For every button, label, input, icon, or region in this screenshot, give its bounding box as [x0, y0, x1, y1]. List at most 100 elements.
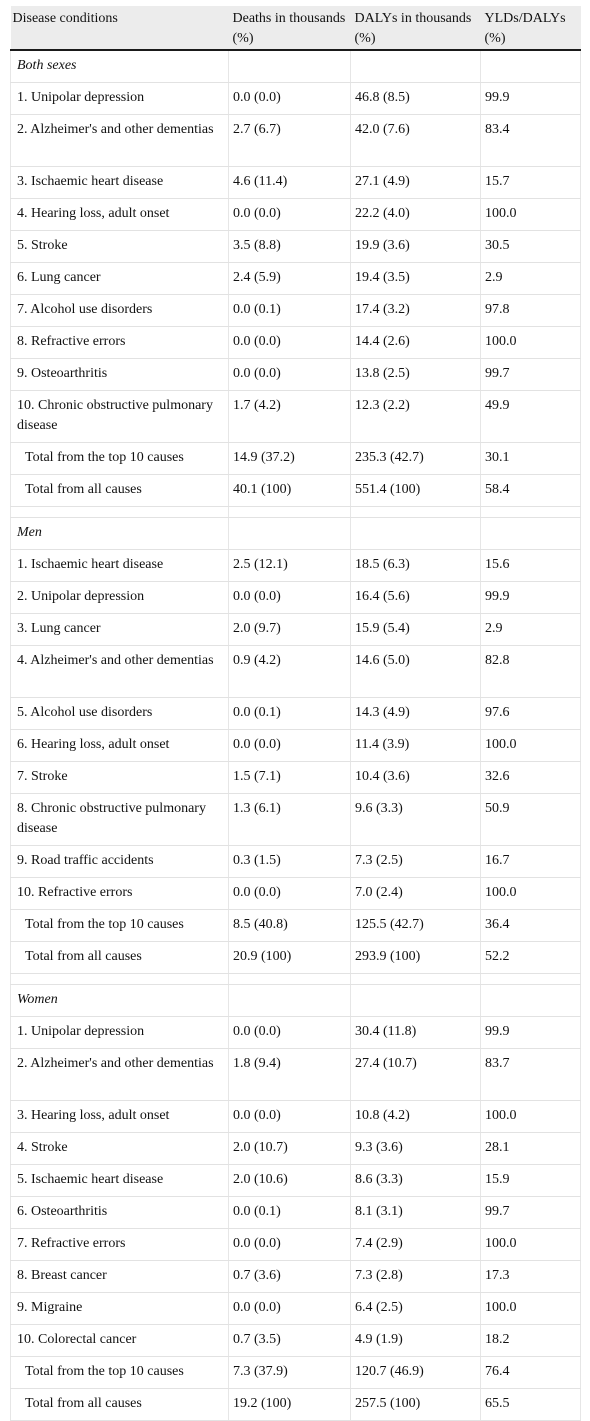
table-row: 8. Chronic obstructive pulmonary disease…	[10, 793, 581, 846]
table-row: 1. Unipolar depression 0.0 (0.0) 30.4 (11.…	[10, 1016, 581, 1049]
cell-deaths: 7.3 (37.9)	[228, 1356, 351, 1389]
cell-ylds-dalys: 50.9	[480, 793, 581, 846]
table-row: 8. Breast cancer 0.7 (3.6) 7.3 (2.8) 17.3	[10, 1260, 581, 1293]
cell-ylds-dalys: 97.8	[480, 294, 581, 327]
table-row: 9. Road traffic accidents 0.3 (1.5) 7.3 (2…	[10, 845, 581, 878]
table-row: 4. Hearing loss, adult onset 0.0 (0.0) 22.…	[10, 198, 581, 231]
cell-disease: 3. Ischaemic heart disease	[10, 166, 229, 199]
header-deaths: Deaths in thousands (%)	[228, 6, 351, 51]
table-row: 6. Osteoarthritis 0.0 (0.1) 8.1 (3.1) 99.7	[10, 1196, 581, 1229]
table-row: 8. Refractive errors 0.0 (0.0) 14.4 (2.6) 1…	[10, 326, 581, 359]
header-dalys: DALYs in thousands (%)	[350, 6, 481, 51]
cell-deaths: 4.6 (11.4)	[228, 166, 351, 199]
table-row: 2. Unipolar depression 0.0 (0.0) 16.4 (5.6…	[10, 581, 581, 614]
cell-ylds-dalys: 99.7	[480, 358, 581, 391]
total-row: Total from the top 10 causes 8.5 (40.8) 12…	[10, 909, 581, 942]
cell-deaths: 2.7 (6.7)	[228, 114, 351, 167]
cell-disease: 2. Alzheimer's and other dementias	[10, 114, 229, 167]
table-row: 5. Alcohol use disorders 0.0 (0.1) 14.3 (4…	[10, 697, 581, 730]
cell-ylds-dalys: 36.4	[480, 909, 581, 942]
cell-ylds-dalys: 15.6	[480, 549, 581, 582]
spacer-cell	[228, 973, 351, 985]
cell-disease: 8. Chronic obstructive pulmonary disease	[10, 793, 229, 846]
cell-disease: Total from the top 10 causes	[10, 909, 229, 942]
cell-dalys: 27.1 (4.9)	[350, 166, 481, 199]
cell-deaths: 0.9 (4.2)	[228, 645, 351, 698]
cell-disease: Total from the top 10 causes	[10, 1356, 229, 1389]
cell-deaths: 1.3 (6.1)	[228, 793, 351, 846]
cell-disease: 9. Road traffic accidents	[10, 845, 229, 878]
table-row: 10. Refractive errors 0.0 (0.0) 7.0 (2.4) 1…	[10, 877, 581, 910]
spacer-cell	[480, 506, 581, 518]
cell-deaths: 0.3 (1.5)	[228, 845, 351, 878]
cell-deaths: 0.0 (0.0)	[228, 1292, 351, 1325]
cell-deaths: 0.0 (0.0)	[228, 1228, 351, 1261]
cell-deaths: 0.0 (0.0)	[228, 326, 351, 359]
cell-deaths: 1.5 (7.1)	[228, 761, 351, 794]
disease-burden-table: Disease conditions Deaths in thousands (…	[10, 6, 581, 1421]
cell-ylds-dalys: 100.0	[480, 729, 581, 762]
cell-deaths: 0.0 (0.0)	[228, 1100, 351, 1133]
table-row: 9. Osteoarthritis 0.0 (0.0) 13.8 (2.5) 99.7	[10, 358, 581, 391]
table-header-row: Disease conditions Deaths in thousands (…	[10, 6, 581, 51]
cell-deaths: 0.7 (3.6)	[228, 1260, 351, 1293]
cell-dalys: 7.4 (2.9)	[350, 1228, 481, 1261]
cell-deaths: 2.0 (10.7)	[228, 1132, 351, 1165]
total-row: Total from all causes 40.1 (100) 551.4 (10…	[10, 474, 581, 507]
empty-cell	[350, 50, 481, 83]
cell-dalys: 27.4 (10.7)	[350, 1048, 481, 1101]
table-row: 2. Alzheimer's and other dementias 1.8 (9…	[10, 1048, 581, 1101]
cell-ylds-dalys: 30.1	[480, 442, 581, 475]
cell-deaths: 2.5 (12.1)	[228, 549, 351, 582]
cell-ylds-dalys: 28.1	[480, 1132, 581, 1165]
cell-dalys: 4.9 (1.9)	[350, 1324, 481, 1357]
cell-deaths: 0.0 (0.1)	[228, 697, 351, 730]
cell-dalys: 235.3 (42.7)	[350, 442, 481, 475]
cell-deaths: 14.9 (37.2)	[228, 442, 351, 475]
empty-cell	[350, 984, 481, 1017]
table-row: 1. Ischaemic heart disease 2.5 (12.1) 18.5…	[10, 549, 581, 582]
cell-ylds-dalys: 100.0	[480, 1292, 581, 1325]
cell-ylds-dalys: 76.4	[480, 1356, 581, 1389]
empty-cell	[480, 50, 581, 83]
cell-dalys: 8.1 (3.1)	[350, 1196, 481, 1229]
cell-dalys: 19.4 (3.5)	[350, 262, 481, 295]
cell-ylds-dalys: 99.9	[480, 1016, 581, 1049]
empty-cell	[350, 517, 481, 550]
spacer-cell	[228, 506, 351, 518]
spacer-cell	[10, 506, 229, 518]
cell-deaths: 1.8 (9.4)	[228, 1048, 351, 1101]
cell-disease: 7. Refractive errors	[10, 1228, 229, 1261]
table-row: 7. Stroke 1.5 (7.1) 10.4 (3.6) 32.6	[10, 761, 581, 794]
header-ylds-dalys: YLDs/DALYs (%)	[480, 6, 581, 51]
cell-dalys: 9.6 (3.3)	[350, 793, 481, 846]
cell-disease: 10. Colorectal cancer	[10, 1324, 229, 1357]
spacer-cell	[10, 973, 229, 985]
total-row: Total from all causes 20.9 (100) 293.9 (10…	[10, 941, 581, 974]
cell-dalys: 14.4 (2.6)	[350, 326, 481, 359]
cell-disease: 1. Unipolar depression	[10, 82, 229, 115]
cell-disease: 9. Osteoarthritis	[10, 358, 229, 391]
cell-dalys: 22.2 (4.0)	[350, 198, 481, 231]
cell-disease: Total from all causes	[10, 941, 229, 974]
cell-dalys: 42.0 (7.6)	[350, 114, 481, 167]
cell-deaths: 40.1 (100)	[228, 474, 351, 507]
cell-deaths: 1.7 (4.2)	[228, 390, 351, 443]
cell-disease: 9. Migraine	[10, 1292, 229, 1325]
cell-disease: 4. Alzheimer's and other dementias	[10, 645, 229, 698]
cell-disease: 5. Alcohol use disorders	[10, 697, 229, 730]
section-title: Women	[10, 984, 229, 1017]
cell-deaths: 0.0 (0.1)	[228, 1196, 351, 1229]
cell-disease: 3. Hearing loss, adult onset	[10, 1100, 229, 1133]
table-row: 4. Alzheimer's and other dementias 0.9 (4…	[10, 645, 581, 698]
cell-deaths: 19.2 (100)	[228, 1388, 351, 1421]
cell-ylds-dalys: 58.4	[480, 474, 581, 507]
cell-disease: 4. Stroke	[10, 1132, 229, 1165]
cell-disease: 6. Osteoarthritis	[10, 1196, 229, 1229]
table-body: Both sexes 1. Unipolar depression 0.0 (0.0…	[10, 50, 581, 1421]
table-row: 5. Stroke 3.5 (8.8) 19.9 (3.6) 30.5	[10, 230, 581, 263]
cell-dalys: 8.6 (3.3)	[350, 1164, 481, 1197]
cell-deaths: 0.0 (0.0)	[228, 581, 351, 614]
cell-dalys: 14.6 (5.0)	[350, 645, 481, 698]
cell-deaths: 20.9 (100)	[228, 941, 351, 974]
